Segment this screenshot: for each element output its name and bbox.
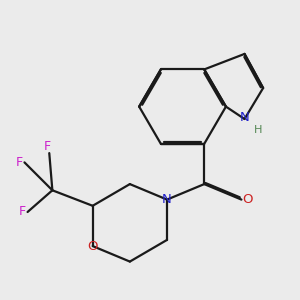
Text: O: O [87,240,98,253]
Text: F: F [18,206,26,218]
Text: N: N [162,193,172,206]
Text: F: F [15,156,22,169]
Text: N: N [240,111,249,124]
Text: H: H [254,125,263,135]
Text: O: O [242,193,252,206]
Text: F: F [44,140,51,153]
